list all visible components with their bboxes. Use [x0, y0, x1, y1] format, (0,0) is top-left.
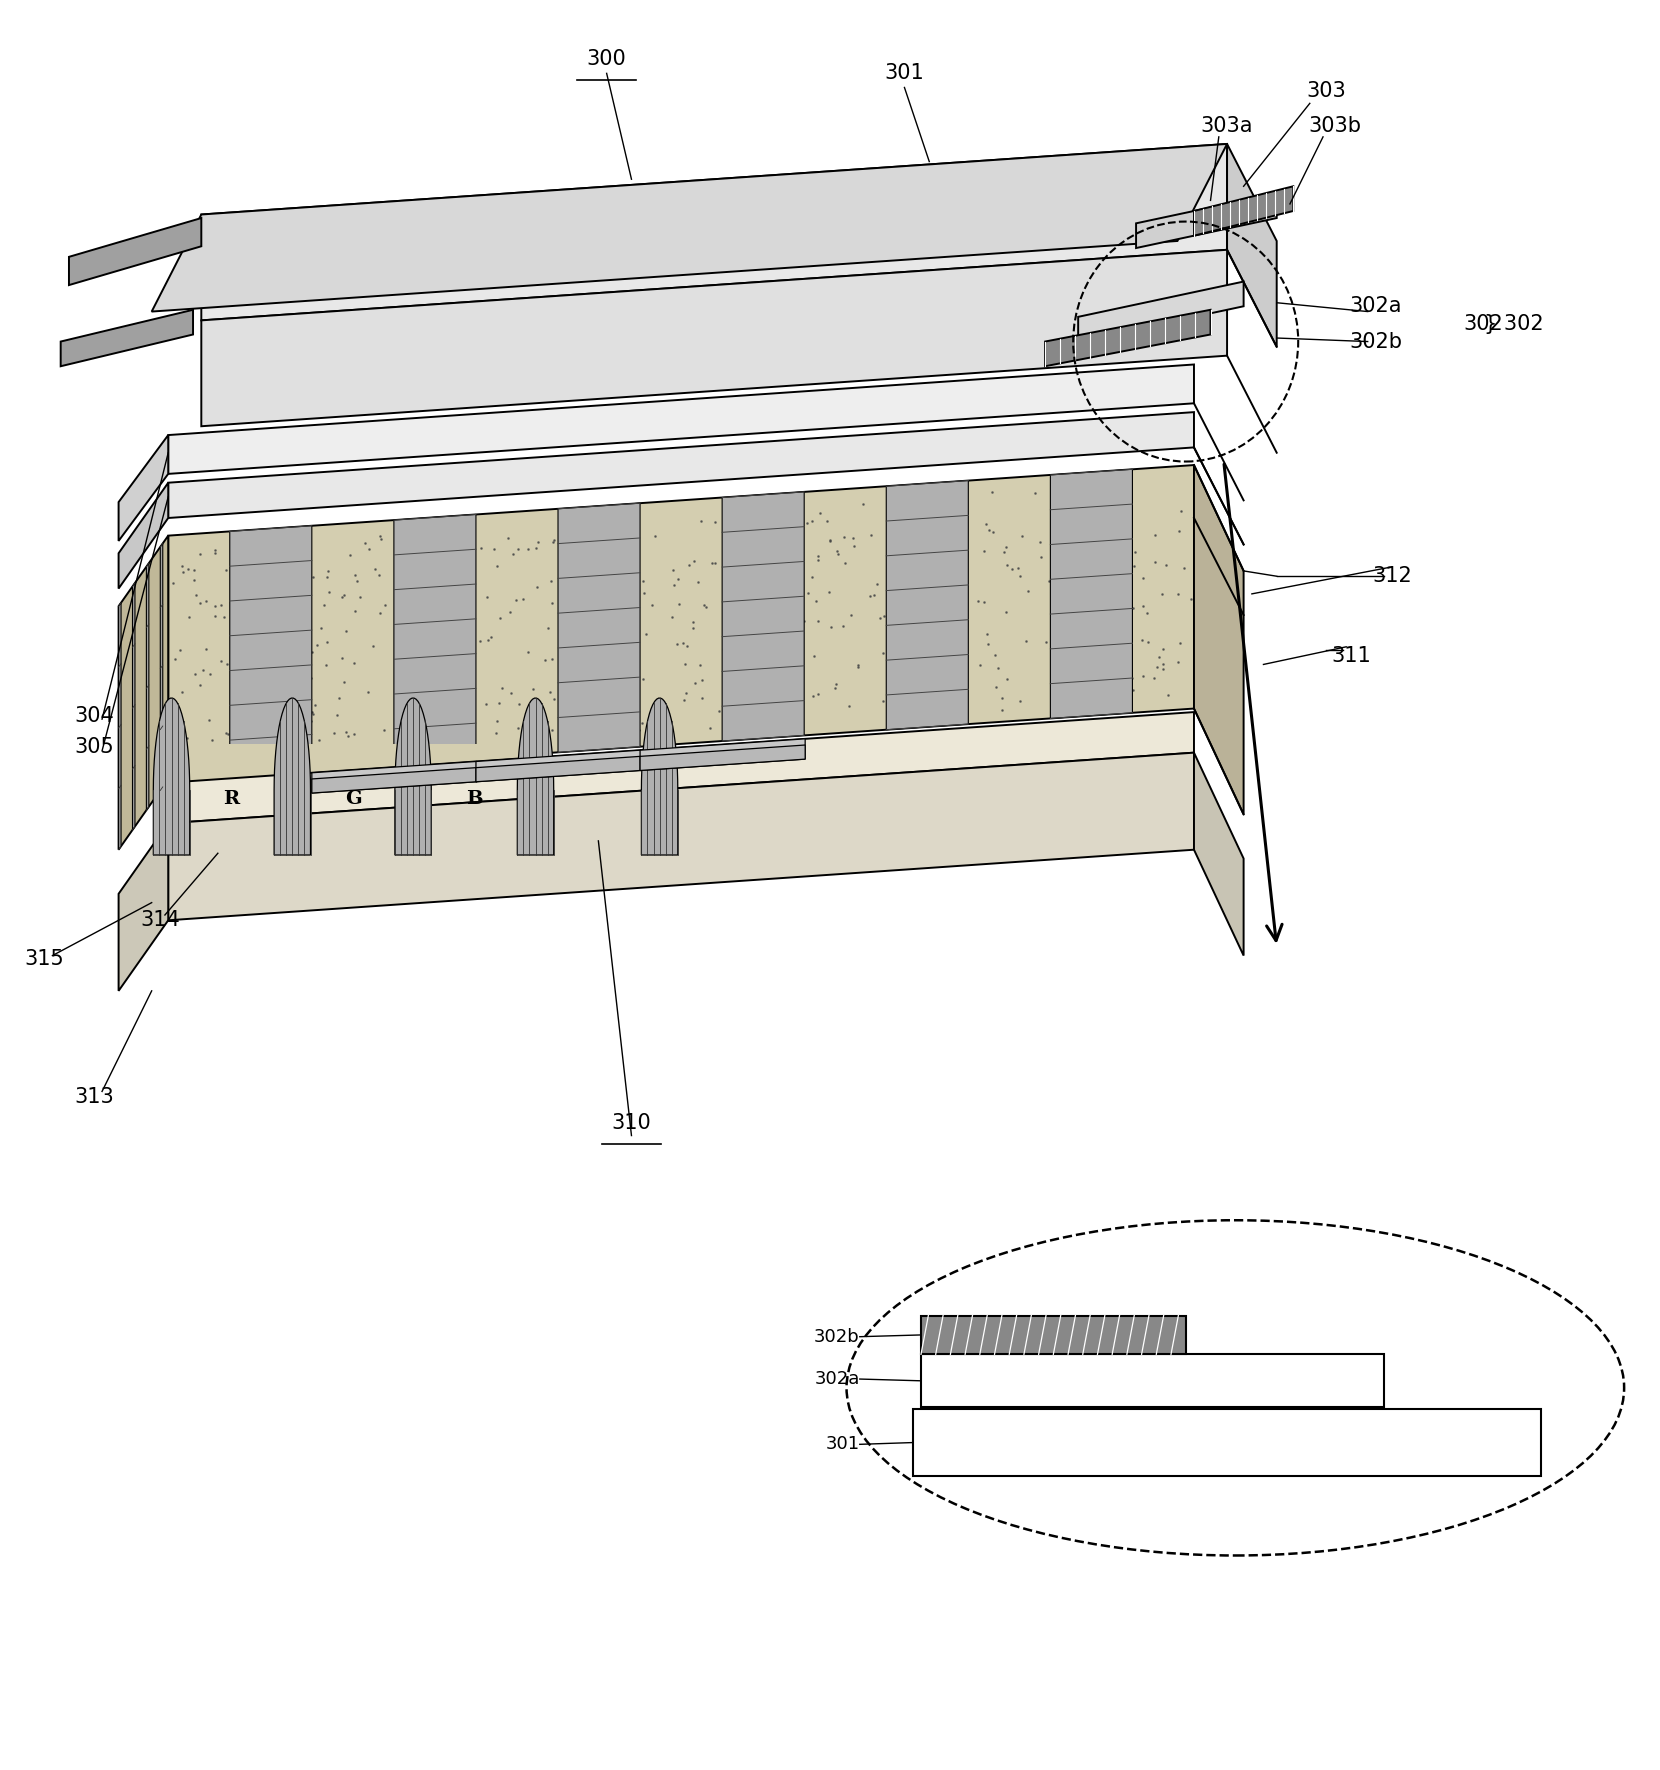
- Polygon shape: [133, 582, 134, 830]
- Text: R: R: [222, 791, 239, 809]
- Text: 302a: 302a: [815, 1370, 860, 1388]
- Text: 303: 303: [1306, 81, 1346, 101]
- Polygon shape: [476, 750, 641, 782]
- Text: 301: 301: [885, 64, 925, 83]
- Polygon shape: [151, 143, 1227, 312]
- Polygon shape: [1194, 752, 1243, 956]
- Text: 313: 313: [75, 1087, 113, 1106]
- Polygon shape: [641, 697, 677, 855]
- Polygon shape: [118, 536, 168, 850]
- Polygon shape: [425, 743, 525, 855]
- Polygon shape: [274, 697, 310, 855]
- Text: 312: 312: [1373, 566, 1413, 586]
- Polygon shape: [1194, 186, 1293, 235]
- Polygon shape: [1046, 310, 1210, 366]
- Polygon shape: [1227, 143, 1277, 347]
- Text: 315: 315: [25, 949, 65, 970]
- Text: 301: 301: [825, 1435, 860, 1453]
- Polygon shape: [118, 604, 121, 850]
- Text: 300: 300: [586, 50, 626, 69]
- Text: 311: 311: [1331, 646, 1371, 666]
- Text: 304: 304: [75, 706, 113, 726]
- Polygon shape: [118, 435, 168, 542]
- Polygon shape: [476, 756, 641, 782]
- Polygon shape: [229, 526, 312, 775]
- Polygon shape: [153, 697, 189, 855]
- Polygon shape: [921, 1315, 1185, 1354]
- Polygon shape: [312, 761, 476, 793]
- Polygon shape: [886, 481, 968, 729]
- Polygon shape: [1135, 193, 1277, 248]
- Polygon shape: [641, 738, 805, 770]
- Text: 302: 302: [1464, 313, 1504, 335]
- Polygon shape: [518, 697, 554, 855]
- Text: 310: 310: [611, 1113, 651, 1133]
- Polygon shape: [118, 823, 168, 991]
- Polygon shape: [118, 483, 168, 589]
- Text: 303a: 303a: [1200, 117, 1253, 136]
- Polygon shape: [168, 752, 1194, 920]
- Polygon shape: [304, 743, 403, 855]
- Text: } 302: } 302: [1484, 313, 1544, 335]
- Polygon shape: [921, 1354, 1384, 1407]
- Polygon shape: [558, 503, 641, 752]
- Text: 302b: 302b: [813, 1328, 860, 1345]
- Text: 303b: 303b: [1308, 117, 1361, 136]
- Polygon shape: [168, 412, 1194, 519]
- Polygon shape: [168, 712, 1194, 823]
- Polygon shape: [1051, 469, 1132, 719]
- Polygon shape: [161, 543, 163, 791]
- Polygon shape: [61, 310, 193, 366]
- Polygon shape: [395, 697, 432, 855]
- Text: 302a: 302a: [1350, 296, 1403, 317]
- Polygon shape: [201, 250, 1227, 427]
- Polygon shape: [201, 143, 1227, 320]
- Polygon shape: [181, 743, 281, 855]
- Text: 314: 314: [139, 910, 179, 931]
- Polygon shape: [1077, 281, 1243, 342]
- Text: B: B: [466, 791, 483, 809]
- Polygon shape: [913, 1409, 1542, 1476]
- Polygon shape: [1194, 466, 1243, 814]
- Polygon shape: [722, 492, 803, 742]
- Polygon shape: [168, 365, 1194, 474]
- Text: 302b: 302b: [1350, 331, 1403, 352]
- Polygon shape: [641, 745, 805, 770]
- Polygon shape: [312, 768, 476, 793]
- Text: 305: 305: [75, 738, 113, 758]
- Polygon shape: [168, 466, 1194, 779]
- Polygon shape: [146, 563, 149, 811]
- Polygon shape: [70, 218, 201, 285]
- Text: G: G: [345, 791, 362, 809]
- Polygon shape: [393, 515, 476, 763]
